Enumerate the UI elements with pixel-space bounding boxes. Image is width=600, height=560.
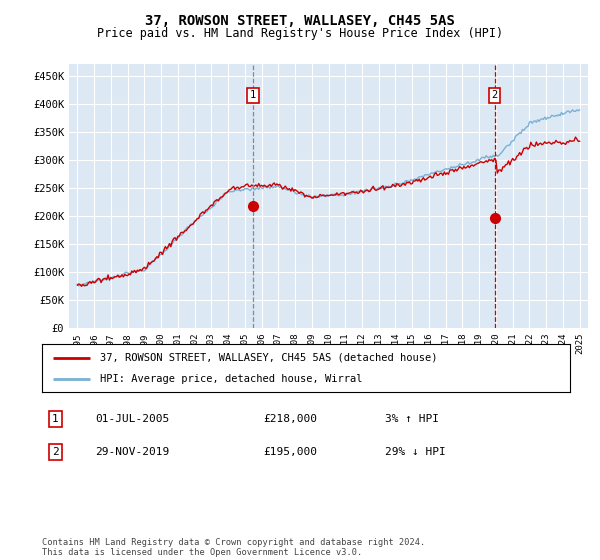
Text: Price paid vs. HM Land Registry's House Price Index (HPI): Price paid vs. HM Land Registry's House … [97, 27, 503, 40]
Text: £195,000: £195,000 [264, 447, 318, 458]
Text: 37, ROWSON STREET, WALLASEY, CH45 5AS: 37, ROWSON STREET, WALLASEY, CH45 5AS [145, 14, 455, 28]
Text: Contains HM Land Registry data © Crown copyright and database right 2024.
This d: Contains HM Land Registry data © Crown c… [42, 538, 425, 557]
Text: 3% ↑ HPI: 3% ↑ HPI [385, 414, 439, 424]
Text: £218,000: £218,000 [264, 414, 318, 424]
Text: 1: 1 [250, 90, 256, 100]
Text: 2: 2 [52, 447, 59, 458]
Text: 29-NOV-2019: 29-NOV-2019 [95, 447, 169, 458]
Text: 29% ↓ HPI: 29% ↓ HPI [385, 447, 446, 458]
Text: 37, ROWSON STREET, WALLASEY, CH45 5AS (detached house): 37, ROWSON STREET, WALLASEY, CH45 5AS (d… [100, 353, 437, 363]
Text: HPI: Average price, detached house, Wirral: HPI: Average price, detached house, Wirr… [100, 374, 362, 384]
Text: 1: 1 [52, 414, 59, 424]
Text: 2: 2 [491, 90, 498, 100]
Text: 01-JUL-2005: 01-JUL-2005 [95, 414, 169, 424]
